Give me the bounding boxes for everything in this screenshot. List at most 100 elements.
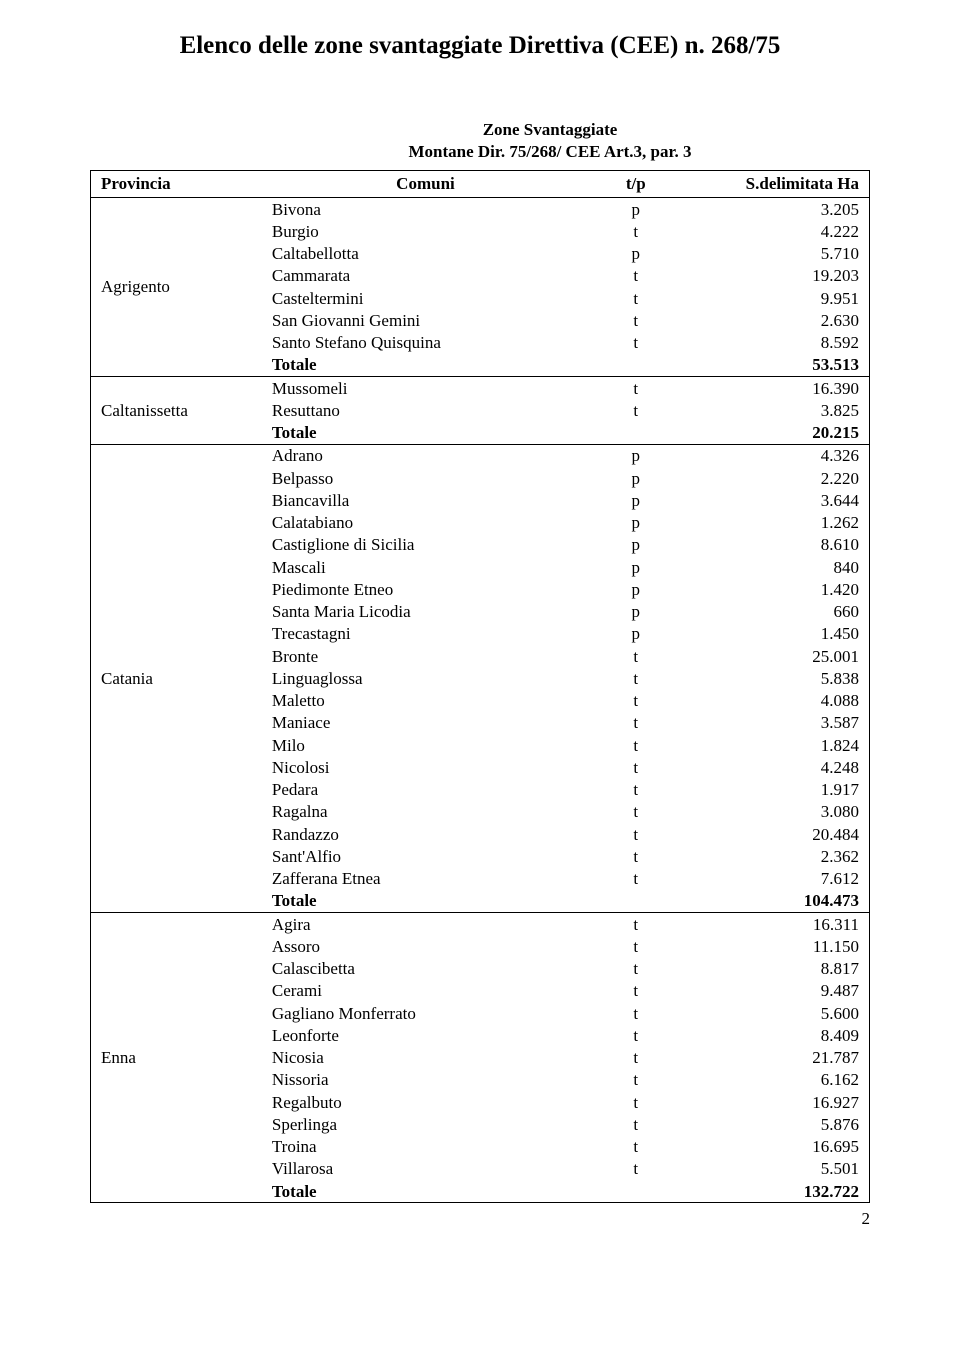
tp-cell: t	[589, 756, 682, 778]
comune-cell: Caltabellotta	[262, 243, 589, 265]
comune-cell: Villarosa	[262, 1158, 589, 1180]
comune-cell: Troina	[262, 1136, 589, 1158]
tp-cell: p	[589, 556, 682, 578]
tp-cell: t	[589, 1069, 682, 1091]
comune-cell: Randazzo	[262, 823, 589, 845]
ha-cell: 5.600	[683, 1002, 870, 1024]
page-title: Elenco delle zone svantaggiate Direttiva…	[90, 32, 870, 60]
tp-cell: t	[589, 980, 682, 1002]
tp-cell: p	[589, 601, 682, 623]
comune-cell: Santo Stefano Quisquina	[262, 332, 589, 354]
table-row: AgrigentoBivonap3.205	[91, 198, 870, 221]
comune-cell: Leonforte	[262, 1024, 589, 1046]
tp-cell: p	[589, 444, 682, 467]
ha-cell: 9.487	[683, 980, 870, 1002]
comune-cell: Mussomeli	[262, 377, 589, 400]
ha-cell: 5.501	[683, 1158, 870, 1180]
ha-cell: 20.484	[683, 823, 870, 845]
ha-cell: 21.787	[683, 1047, 870, 1069]
totale-tp-cell	[589, 890, 682, 913]
totale-label-cell: Totale	[262, 354, 589, 377]
document-page: Elenco delle zone svantaggiate Direttiva…	[0, 0, 960, 1243]
header-comuni: Comuni	[262, 171, 589, 198]
ha-cell: 5.838	[683, 667, 870, 689]
table-row: CataniaAdranop4.326	[91, 444, 870, 467]
tp-cell: t	[589, 377, 682, 400]
ha-cell: 8.817	[683, 958, 870, 980]
comune-cell: Maletto	[262, 690, 589, 712]
tp-cell: t	[589, 1091, 682, 1113]
comune-cell: Mascali	[262, 556, 589, 578]
ha-cell: 11.150	[683, 935, 870, 957]
tp-cell: p	[589, 467, 682, 489]
tp-cell: t	[589, 287, 682, 309]
tp-cell: t	[589, 309, 682, 331]
totale-value-cell: 20.215	[683, 422, 870, 445]
totale-value-cell: 104.473	[683, 890, 870, 913]
totale-value-cell: 132.722	[683, 1180, 870, 1203]
comune-cell: Nicolosi	[262, 756, 589, 778]
ha-cell: 3.080	[683, 801, 870, 823]
ha-cell: 5.710	[683, 243, 870, 265]
header-provincia: Provincia	[91, 171, 262, 198]
tp-cell: t	[589, 667, 682, 689]
tp-cell: t	[589, 1136, 682, 1158]
ha-cell: 1.917	[683, 779, 870, 801]
comune-cell: Nissoria	[262, 1069, 589, 1091]
header-ha: S.delimitata Ha	[683, 171, 870, 198]
zones-table: Provincia Comuni t/p S.delimitata Ha Agr…	[90, 170, 870, 1203]
tp-cell: t	[589, 779, 682, 801]
table-row: CaltanissettaMussomelit16.390	[91, 377, 870, 400]
comune-cell: Linguaglossa	[262, 667, 589, 689]
ha-cell: 8.610	[683, 534, 870, 556]
ha-cell: 1.824	[683, 734, 870, 756]
tp-cell: p	[589, 512, 682, 534]
comune-cell: Calascibetta	[262, 958, 589, 980]
comune-cell: Assoro	[262, 935, 589, 957]
comune-cell: Calatabiano	[262, 512, 589, 534]
page-number: 2	[862, 1209, 871, 1229]
tp-cell: t	[589, 913, 682, 936]
tp-cell: t	[589, 265, 682, 287]
ha-cell: 6.162	[683, 1069, 870, 1091]
tp-cell: t	[589, 845, 682, 867]
ha-cell: 1.262	[683, 512, 870, 534]
tp-cell: t	[589, 1113, 682, 1135]
tp-cell: p	[589, 534, 682, 556]
totale-tp-cell	[589, 354, 682, 377]
comune-cell: Zafferana Etnea	[262, 868, 589, 890]
ha-cell: 5.876	[683, 1113, 870, 1135]
tp-cell: t	[589, 823, 682, 845]
ha-cell: 25.001	[683, 645, 870, 667]
tp-cell: t	[589, 734, 682, 756]
ha-cell: 9.951	[683, 287, 870, 309]
comune-cell: Adrano	[262, 444, 589, 467]
tp-cell: t	[589, 332, 682, 354]
tp-cell: t	[589, 399, 682, 421]
comune-cell: Milo	[262, 734, 589, 756]
tp-cell: t	[589, 645, 682, 667]
comune-cell: Pedara	[262, 779, 589, 801]
ha-cell: 2.362	[683, 845, 870, 867]
tp-cell: p	[589, 489, 682, 511]
ha-cell: 4.248	[683, 756, 870, 778]
comune-cell: Bronte	[262, 645, 589, 667]
tp-cell: p	[589, 578, 682, 600]
tp-cell: t	[589, 1158, 682, 1180]
ha-cell: 1.420	[683, 578, 870, 600]
table-row: EnnaAgirat16.311	[91, 913, 870, 936]
ha-cell: 4.326	[683, 444, 870, 467]
tp-cell: p	[589, 623, 682, 645]
comune-cell: Castiglione di Sicilia	[262, 534, 589, 556]
ha-cell: 16.695	[683, 1136, 870, 1158]
ha-cell: 3.587	[683, 712, 870, 734]
ha-cell: 16.390	[683, 377, 870, 400]
ha-cell: 19.203	[683, 265, 870, 287]
comune-cell: Gagliano Monferrato	[262, 1002, 589, 1024]
ha-cell: 7.612	[683, 868, 870, 890]
ha-cell: 3.644	[683, 489, 870, 511]
tp-cell: t	[589, 1047, 682, 1069]
tp-cell: t	[589, 935, 682, 957]
ha-cell: 4.088	[683, 690, 870, 712]
comune-cell: Resuttano	[262, 399, 589, 421]
